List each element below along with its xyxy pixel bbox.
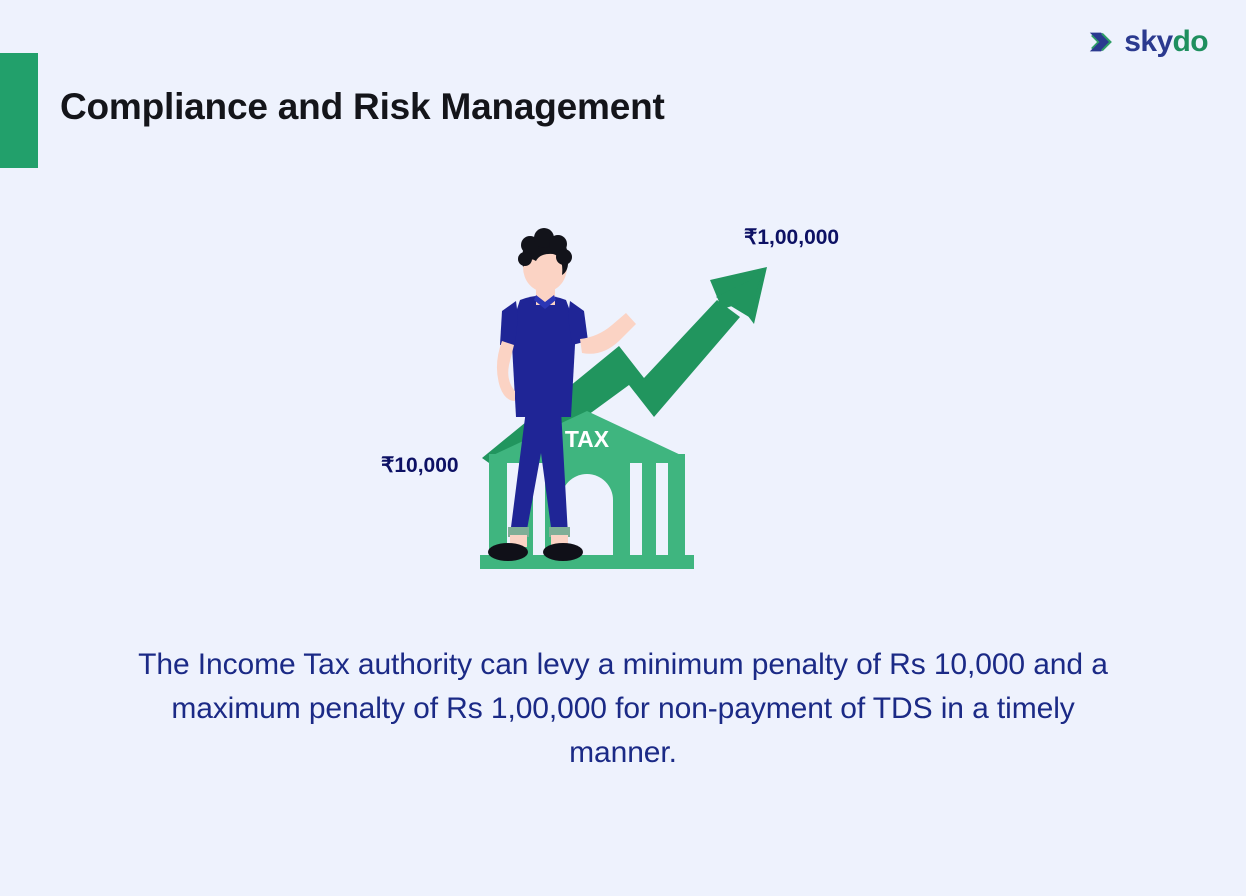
caption-text: The Income Tax authority can levy a mini…: [138, 648, 1108, 770]
brand-wordmark-part1: sky: [1124, 25, 1173, 58]
skydo-chevron-logo-icon: [1090, 32, 1113, 52]
maximum-penalty-label: ₹1,00,000: [744, 226, 840, 249]
tax-building-label: TAX: [565, 426, 610, 452]
brand-wordmark: skydo: [1124, 27, 1208, 57]
page-title: Compliance and Risk Management: [60, 86, 665, 127]
illustration: TAX: [330, 205, 930, 595]
minimum-penalty-label: ₹10,000: [381, 454, 459, 477]
brand-logo: skydo: [1087, 27, 1209, 57]
standing-person-icon: [488, 228, 636, 561]
brand-wordmark-part2: do: [1172, 25, 1209, 58]
title-accent-bar: [0, 53, 38, 168]
